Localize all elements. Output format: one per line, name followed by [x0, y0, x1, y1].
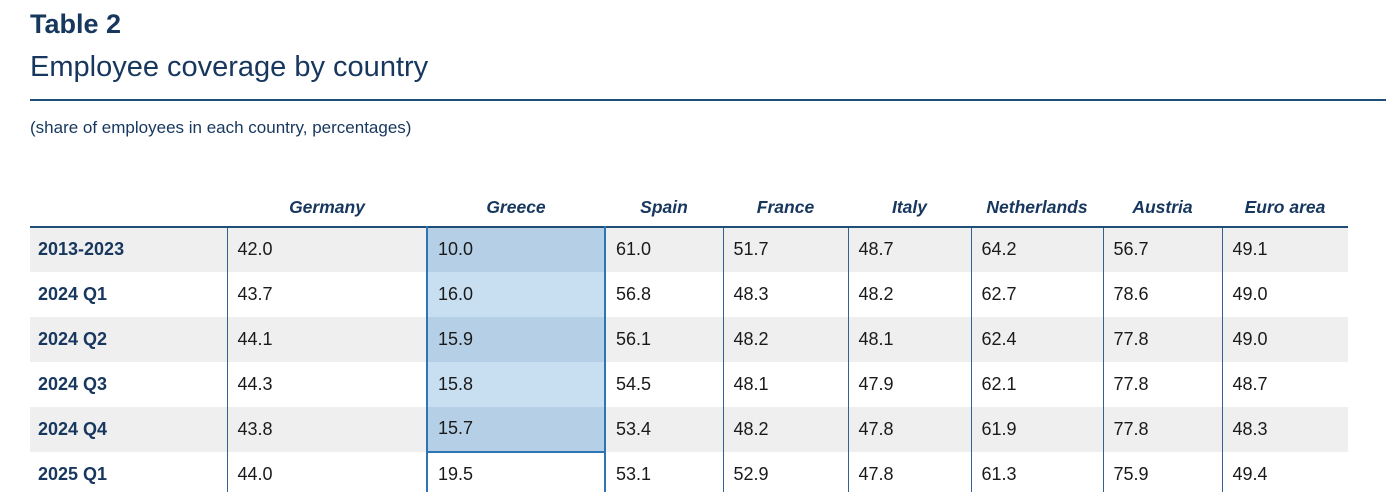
row-label: 2024 Q4 [38, 418, 108, 439]
table-row: 2024 Q4 43.8 15.7 53.4 48.2 47.8 61.9 77.8 48.3 [30, 406, 1348, 452]
header-row: Germany Greece Spain France Italy Nether… [30, 159, 1348, 227]
table-cell: 52.9 [722, 451, 848, 492]
table-body: 2013-2023 42.0 10.0 61.0 51.7 48.7 64.2 56.7 49.… [30, 226, 1348, 492]
table-cell: 48.2 [722, 316, 848, 362]
table-cell: 56.1 [604, 316, 723, 362]
table-title: Employee coverage by country [30, 51, 429, 84]
table-cell: 77.8 [1102, 316, 1222, 362]
column-header-germany: Germany [289, 196, 365, 217]
table-row: 2013-2023 42.0 10.0 61.0 51.7 48.7 64.2 56.7 49.… [30, 226, 1348, 272]
table-cell: 16.0 [426, 271, 606, 317]
table-cell: 53.1 [604, 451, 723, 492]
table-cell: 54.5 [604, 361, 723, 407]
table-cell: 48.7 [1221, 361, 1348, 407]
row-label: 2013-2023 [38, 239, 125, 260]
table-cell: 61.0 [604, 226, 723, 272]
column-header-france: France [756, 196, 815, 217]
table-cell: 47.8 [847, 451, 971, 492]
row-label: 2024 Q3 [38, 373, 108, 394]
column-header-greece: Greece [486, 196, 546, 217]
units-note: (share of employees in each country, per… [30, 118, 412, 138]
table-row: 2024 Q2 44.1 15.9 56.1 48.2 48.1 62.4 77.8 49.0 [30, 316, 1348, 362]
table-cell: 56.8 [604, 271, 723, 317]
row-label: 2024 Q2 [38, 328, 108, 349]
table-cell: 47.9 [847, 361, 971, 407]
table-header: Germany Greece Spain France Italy Nether… [30, 159, 1348, 227]
table-cell: 78.6 [1102, 271, 1222, 317]
table-cell: 15.8 [426, 361, 606, 407]
table-cell: 10.0 [426, 226, 606, 272]
table-cell: 48.3 [722, 271, 848, 317]
column-header-netherlands: Netherlands [986, 196, 1088, 217]
table-row: 2025 Q1 44.0 19.5 53.1 52.9 47.8 61.3 75.9 49.4 [30, 450, 1348, 492]
table-cell: 48.2 [847, 271, 971, 317]
heading-divider [30, 99, 1386, 102]
table-row: 2024 Q3 44.3 15.8 54.5 48.1 47.9 62.1 77.8 48.7 [30, 361, 1348, 407]
table-cell: 15.7 [426, 406, 606, 452]
table-cell: 48.2 [722, 406, 848, 452]
table-cell: 42.0 [226, 226, 427, 272]
table-cell: 44.3 [226, 361, 427, 407]
table-cell: 49.4 [1221, 451, 1348, 492]
table-cell: 48.1 [847, 316, 971, 362]
table-cell: 44.1 [226, 316, 427, 362]
table-cell: 47.8 [847, 406, 971, 452]
table-cell: 44.0 [226, 451, 427, 492]
table-cell: 64.2 [970, 226, 1103, 272]
column-header-italy: Italy [891, 196, 928, 217]
table-cell: 48.1 [722, 361, 848, 407]
table-cell: 48.7 [847, 226, 971, 272]
table-cell: 75.9 [1102, 451, 1222, 492]
table-cell: 43.8 [226, 406, 427, 452]
table-cell: 62.4 [970, 316, 1103, 362]
table-cell: 51.7 [722, 226, 848, 272]
column-header-spain: Spain [640, 196, 688, 217]
table-cell: 56.7 [1102, 226, 1222, 272]
table-number-heading: Table 2 [30, 9, 122, 39]
column-header-austria: Austria [1132, 196, 1193, 217]
table-cell: 49.0 [1221, 316, 1348, 362]
row-label: 2025 Q1 [38, 463, 108, 484]
column-header-euro-area: Euro area [1244, 196, 1326, 217]
coverage-table: Germany Greece Spain France Italy Nether… [30, 159, 1348, 492]
table-cell: 19.5 [426, 450, 606, 492]
row-label: 2024 Q1 [38, 283, 108, 304]
table-cell: 43.7 [226, 271, 427, 317]
table-cell: 61.9 [970, 406, 1103, 452]
table-cell: 48.3 [1221, 406, 1348, 452]
table-cell: 53.4 [604, 406, 723, 452]
table-cell: 49.1 [1221, 226, 1348, 272]
table-cell: 77.8 [1102, 406, 1222, 452]
table-cell: 62.1 [970, 361, 1103, 407]
table-cell: 62.7 [970, 271, 1103, 317]
table-cell: 77.8 [1102, 361, 1222, 407]
table-cell: 61.3 [970, 451, 1103, 492]
table-cell: 15.9 [426, 316, 606, 362]
table-row: 2024 Q1 43.7 16.0 56.8 48.3 48.2 62.7 78.6 49.0 [30, 271, 1348, 317]
table-cell: 49.0 [1221, 271, 1348, 317]
corner-cell [30, 159, 227, 227]
